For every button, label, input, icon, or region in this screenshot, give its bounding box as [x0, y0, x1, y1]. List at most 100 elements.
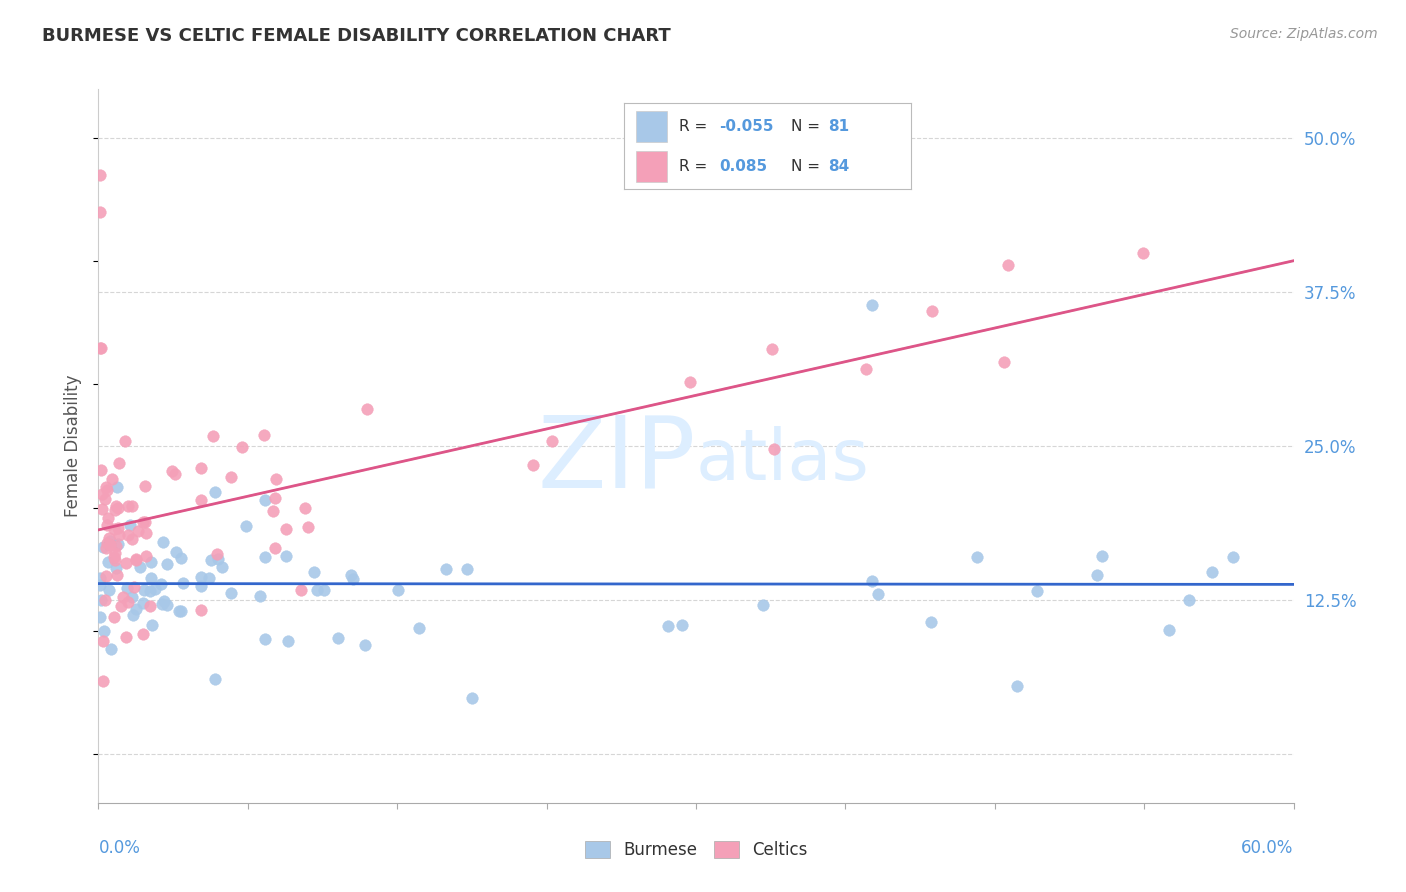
Point: [107, 537, 129, 551]
Point: [172, 575, 194, 590]
Point: [97, 531, 120, 545]
Point: [96, 536, 118, 550]
Point: [89, 577, 111, 591]
Point: [90, 341, 112, 355]
Point: [266, 472, 288, 486]
Point: [97, 583, 120, 598]
Point: [89, 169, 111, 183]
Point: [117, 528, 139, 542]
Point: [121, 532, 143, 546]
Point: [108, 528, 131, 542]
Point: [107, 456, 129, 470]
Point: [353, 638, 375, 652]
Point: [253, 550, 276, 565]
Legend: Burmese, Celtics: Burmese, Celtics: [578, 834, 814, 866]
Point: [456, 562, 478, 576]
Y-axis label: Female Disability: Female Disability: [65, 375, 83, 517]
Text: N =: N =: [790, 160, 824, 174]
Point: [679, 375, 702, 389]
Text: R =: R =: [679, 160, 711, 174]
Point: [105, 480, 128, 494]
Point: [763, 442, 786, 456]
Point: [90, 487, 112, 501]
Point: [190, 570, 212, 584]
Point: [264, 491, 287, 505]
Point: [94, 492, 117, 507]
Point: [1026, 583, 1049, 598]
Point: [89, 205, 111, 219]
Point: [408, 621, 430, 635]
Point: [125, 552, 148, 566]
Point: [150, 577, 173, 591]
Point: [387, 583, 409, 598]
Point: [132, 583, 155, 598]
Point: [152, 597, 174, 611]
Text: R =: R =: [679, 120, 711, 134]
Point: [91, 673, 114, 688]
Text: N =: N =: [790, 120, 824, 134]
Point: [966, 550, 988, 565]
Point: [152, 593, 174, 607]
Point: [202, 429, 225, 443]
Point: [139, 599, 162, 613]
Point: [124, 602, 146, 616]
Text: 0.085: 0.085: [718, 160, 768, 174]
Point: [134, 479, 156, 493]
Point: [103, 609, 125, 624]
Point: [101, 472, 124, 486]
Point: [1091, 549, 1114, 563]
Point: [190, 579, 212, 593]
Point: [132, 596, 155, 610]
Point: [997, 258, 1019, 272]
Point: [114, 556, 136, 570]
Point: [97, 555, 120, 569]
Point: [200, 553, 222, 567]
Point: [152, 535, 174, 549]
Point: [134, 516, 156, 530]
FancyBboxPatch shape: [636, 152, 668, 182]
Point: [249, 589, 271, 603]
Point: [115, 630, 138, 644]
Point: [90, 463, 112, 477]
Point: [135, 549, 157, 563]
Point: [761, 342, 783, 356]
Point: [198, 571, 221, 585]
Point: [89, 571, 111, 585]
Text: ZIP: ZIP: [537, 412, 696, 508]
Text: 60.0%: 60.0%: [1241, 838, 1294, 856]
Point: [190, 492, 212, 507]
Point: [231, 440, 253, 454]
Point: [170, 551, 193, 566]
Point: [262, 504, 284, 518]
Point: [160, 464, 183, 478]
Point: [100, 642, 122, 657]
Point: [290, 582, 312, 597]
Point: [96, 480, 118, 494]
Point: [104, 553, 127, 567]
Point: [103, 522, 125, 536]
Point: [114, 434, 136, 449]
Point: [356, 402, 378, 417]
Point: [1085, 567, 1108, 582]
Text: 81: 81: [828, 120, 849, 134]
Point: [105, 567, 128, 582]
Point: [434, 562, 457, 576]
Point: [141, 618, 163, 632]
Text: BURMESE VS CELTIC FEMALE DISABILITY CORRELATION CHART: BURMESE VS CELTIC FEMALE DISABILITY CORR…: [42, 27, 671, 45]
Point: [1005, 679, 1028, 693]
Point: [253, 492, 276, 507]
Point: [541, 434, 564, 448]
Point: [339, 567, 361, 582]
Point: [204, 672, 226, 686]
Point: [1178, 593, 1201, 607]
Point: [141, 571, 163, 585]
Point: [105, 561, 128, 575]
Point: [121, 499, 143, 513]
Point: [167, 604, 190, 618]
Point: [274, 549, 297, 563]
Point: [93, 624, 115, 638]
Point: [522, 458, 544, 472]
Point: [104, 546, 127, 560]
Point: [96, 483, 118, 498]
Point: [305, 583, 328, 598]
